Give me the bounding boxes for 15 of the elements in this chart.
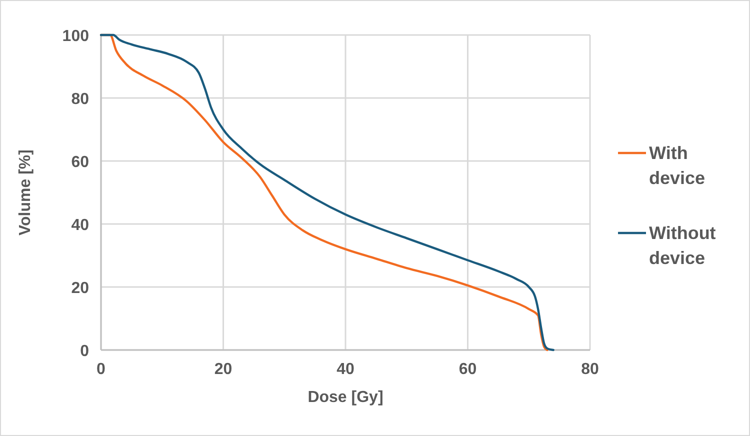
x-tick-label: 0 bbox=[96, 361, 106, 378]
x-tick-label: 20 bbox=[214, 361, 232, 378]
x-tick-label: 40 bbox=[336, 361, 354, 378]
x-axis-title: Dose [Gy] bbox=[308, 389, 384, 406]
x-tick-label: 80 bbox=[581, 361, 599, 378]
legend-label: With device bbox=[649, 143, 706, 188]
legend-label: Without device bbox=[649, 223, 716, 268]
y-tick-label: 80 bbox=[71, 91, 90, 108]
y-tick-label: 100 bbox=[62, 28, 90, 45]
y-tick-label: 20 bbox=[71, 280, 90, 297]
x-tick-label: 60 bbox=[458, 361, 477, 378]
y-axis-title: Volume [%] bbox=[17, 150, 34, 236]
y-tick-label: 60 bbox=[71, 154, 90, 171]
y-tick-label: 0 bbox=[80, 343, 90, 360]
y-tick-label: 40 bbox=[71, 217, 90, 234]
